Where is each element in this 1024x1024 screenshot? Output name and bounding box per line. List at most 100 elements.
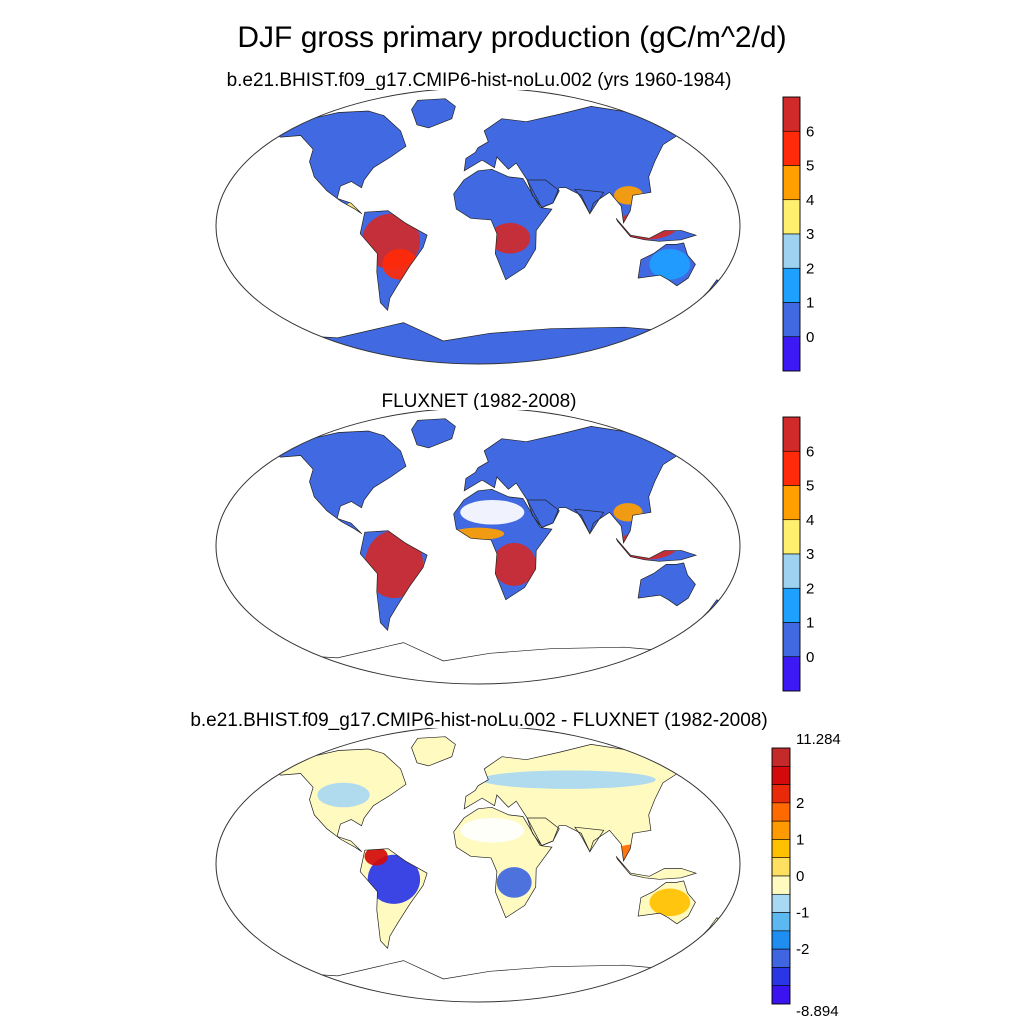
figure-title: DJF gross primary production (gC/m^2/d) bbox=[237, 21, 787, 54]
north-america-coastline bbox=[267, 430, 407, 534]
colorbar-tick-label: 0 bbox=[796, 868, 804, 885]
colorbar-tick-label: -8.894 bbox=[796, 1003, 839, 1018]
north-america-coastline bbox=[267, 110, 407, 214]
colorbar-swatch bbox=[782, 96, 801, 132]
field-region-4 bbox=[649, 569, 691, 600]
india-coastline bbox=[574, 508, 605, 535]
field-region-0 bbox=[367, 854, 421, 904]
antarctica-coastline bbox=[262, 960, 694, 1002]
colorbar-tick-label: 4 bbox=[806, 192, 814, 209]
colorbar-swatch bbox=[771, 912, 791, 932]
india-coastline bbox=[574, 826, 605, 853]
southeast-asia-islands-coastline bbox=[615, 218, 698, 242]
antarctica-coastline bbox=[262, 642, 694, 684]
colorbar-tick-label: 6 bbox=[806, 123, 814, 140]
colorbar-tick-label: 11.284 bbox=[796, 731, 841, 748]
colorbar-swatch bbox=[782, 485, 801, 521]
southeast-asia-islands-coastline bbox=[615, 538, 698, 562]
south-america-coastline bbox=[359, 848, 428, 950]
colorbar-frame bbox=[782, 416, 801, 692]
south-america-coastline bbox=[359, 530, 428, 632]
field-region-4 bbox=[649, 888, 691, 917]
southeast-asia-islands-land bbox=[616, 218, 696, 242]
colorbar-swatch bbox=[771, 967, 791, 987]
greenland-land bbox=[411, 98, 456, 128]
colorbar-swatch bbox=[771, 893, 791, 913]
colorbar-swatch bbox=[782, 199, 801, 235]
colorbar-tick-label: 2 bbox=[806, 260, 814, 277]
greenland-land bbox=[411, 418, 456, 448]
australia-coastline bbox=[637, 880, 696, 925]
arabia-coastline bbox=[526, 179, 560, 209]
field-region-6 bbox=[317, 782, 370, 808]
field-blobs bbox=[364, 500, 691, 600]
colorbar-tick-label: -1 bbox=[796, 905, 809, 922]
africa-coastline bbox=[453, 168, 553, 281]
field-region-2 bbox=[496, 867, 532, 898]
colorbar-tick-label: 4 bbox=[806, 512, 814, 529]
panel-1-title: b.e21.BHIST.f09_g17.CMIP6-hist-noLu.002 … bbox=[226, 70, 732, 91]
colorbar-frame bbox=[771, 747, 791, 1005]
panel-3-title: b.e21.BHIST.f09_g17.CMIP6-hist-noLu.002 … bbox=[190, 710, 768, 731]
colorbar-swatch bbox=[771, 875, 791, 895]
field-region-2 bbox=[460, 500, 525, 525]
colorbar: 0 1 2 3 4 5 6 bbox=[782, 416, 814, 692]
colorbar-swatch bbox=[782, 165, 801, 201]
colorbar-swatch bbox=[771, 747, 791, 767]
arabia-coastline bbox=[526, 499, 560, 529]
greenland-land bbox=[411, 736, 456, 766]
colorbar-swatch bbox=[771, 820, 791, 840]
arabia-land bbox=[527, 818, 560, 846]
map-border bbox=[215, 410, 741, 685]
india-land bbox=[574, 509, 604, 534]
colorbar-tick-label: 0 bbox=[806, 649, 814, 666]
colorbar-tick-label: 3 bbox=[806, 226, 814, 243]
colorbar-swatch bbox=[782, 553, 801, 589]
colorbar-swatch bbox=[771, 930, 791, 950]
colorbar-tick-label: 1 bbox=[796, 831, 804, 848]
colorbar-swatch bbox=[782, 519, 801, 555]
colorbar-tick-label: 5 bbox=[806, 478, 814, 495]
colorbar-swatch bbox=[771, 839, 791, 859]
field-region-5 bbox=[481, 770, 656, 789]
panel-2-title: FLUXNET (1982-2008) bbox=[381, 391, 577, 412]
field-region-2 bbox=[489, 222, 531, 254]
arabia-land bbox=[527, 180, 560, 208]
colorbar-swatch bbox=[782, 233, 801, 269]
field-region-0 bbox=[364, 530, 424, 599]
south-america-coastline bbox=[359, 210, 428, 312]
field-region-4 bbox=[649, 249, 691, 280]
colorbar-tick-label: 2 bbox=[796, 795, 804, 812]
colorbar-tick-label: -2 bbox=[796, 941, 809, 958]
colorbar-swatch bbox=[782, 130, 801, 166]
australia-coastline bbox=[637, 242, 696, 287]
colorbar: 11.284 2 1 0 -1 -2 -8.894 bbox=[771, 731, 841, 1018]
map-content bbox=[216, 90, 740, 364]
colorbar-swatch bbox=[782, 450, 801, 486]
africa-coastline bbox=[453, 488, 553, 601]
map-border bbox=[215, 90, 741, 365]
map-border bbox=[215, 728, 741, 1003]
map-panel-model: 0 1 2 3 4 5 6 bbox=[215, 90, 814, 372]
colorbar-swatch bbox=[782, 416, 801, 452]
field-region-1 bbox=[492, 542, 537, 586]
colorbar-swatch bbox=[771, 784, 791, 804]
india-land bbox=[574, 189, 604, 214]
arabia-coastline bbox=[526, 817, 560, 847]
colorbar: 0 1 2 3 4 5 6 bbox=[782, 96, 814, 372]
colorbar-swatch bbox=[782, 336, 801, 372]
colorbar-tick-label: 1 bbox=[806, 615, 814, 632]
colorbar-tick-label: 1 bbox=[806, 295, 814, 312]
southeast-asia-islands-land bbox=[616, 538, 696, 562]
colorbar-swatch bbox=[782, 267, 801, 303]
colorbar-tick-label: 5 bbox=[806, 158, 814, 175]
greenland-coastline bbox=[411, 98, 456, 129]
colorbar-swatch bbox=[782, 587, 801, 623]
colorbar-swatch bbox=[771, 985, 791, 1005]
colorbar-tick-label: 6 bbox=[806, 443, 814, 460]
africa-coastline bbox=[453, 806, 553, 919]
antarctica-coastline bbox=[262, 322, 694, 364]
colorbar-tick-label: 3 bbox=[806, 546, 814, 563]
map-content bbox=[216, 410, 740, 684]
